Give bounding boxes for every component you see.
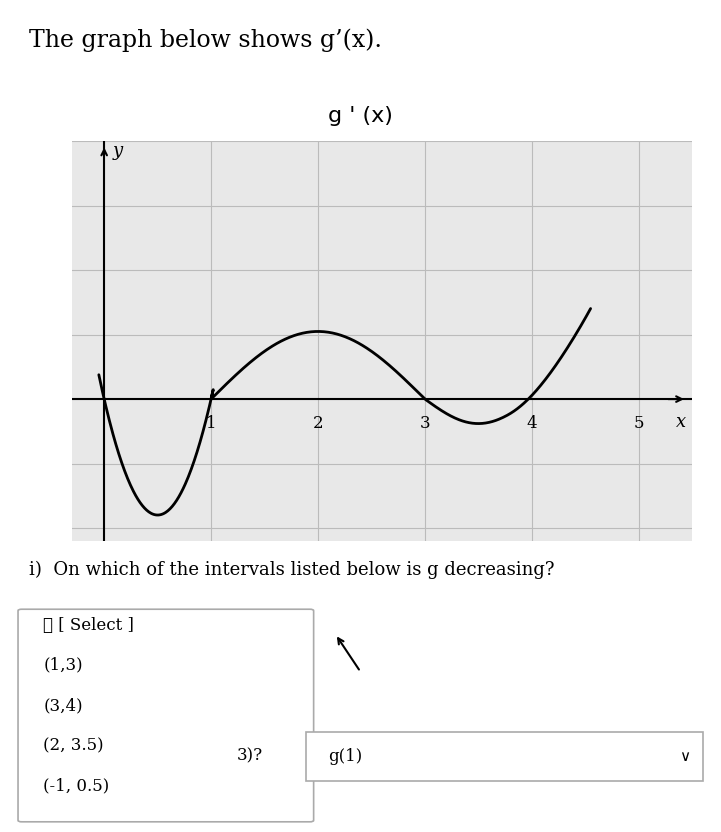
Text: (2, 3.5): (2, 3.5) [43,737,104,754]
FancyBboxPatch shape [18,609,314,822]
Text: 3: 3 [420,415,430,432]
Text: 3)?: 3)? [237,748,263,765]
Text: 1: 1 [205,415,216,432]
Text: y: y [112,142,123,160]
Text: x: x [676,414,686,431]
Text: i)  On which of the intervals listed below is g decreasing?: i) On which of the intervals listed belo… [29,561,554,579]
Text: g ' (x): g ' (x) [328,106,393,126]
Text: 4: 4 [526,415,537,432]
FancyBboxPatch shape [306,731,703,781]
Text: The graph below shows g’(x).: The graph below shows g’(x). [29,28,382,52]
Text: 2: 2 [313,415,323,432]
Text: 5: 5 [634,415,644,432]
Text: g(1): g(1) [328,748,363,765]
Text: (-1, 0.5): (-1, 0.5) [43,777,110,795]
Text: (1,3): (1,3) [43,657,83,674]
Text: ✓ [ Select ]: ✓ [ Select ] [43,617,134,634]
Text: (3,4): (3,4) [43,697,83,714]
Text: ∨: ∨ [679,749,691,764]
